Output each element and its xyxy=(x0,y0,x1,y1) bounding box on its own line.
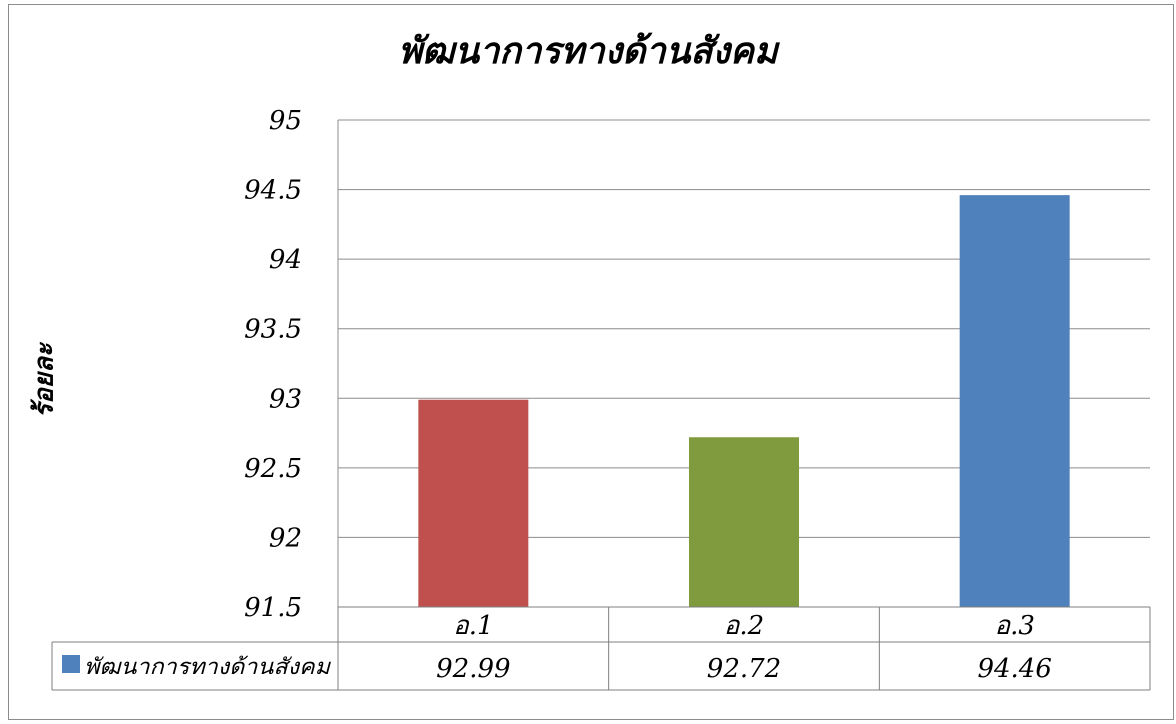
bars xyxy=(418,195,1070,607)
bar xyxy=(959,195,1070,607)
data-value-label: 92.99 xyxy=(436,654,510,684)
category-label: อ.2 xyxy=(724,611,764,641)
y-tick-label: 94.5 xyxy=(244,176,302,206)
bar xyxy=(689,437,799,607)
y-tick-label: 93 xyxy=(269,384,302,414)
legend-series-label: พัฒนาการทางด้านสังคม xyxy=(84,655,332,680)
y-tick-label: 93.5 xyxy=(244,315,302,345)
data-table: อ.1 อ.2 อ.3 92.99 92.72 94.46 พัฒนาการทางด้านส… xyxy=(51,606,1151,691)
category-label: อ.1 xyxy=(453,611,493,641)
data-value-label: 94.46 xyxy=(977,654,1051,684)
y-tick-label: 91.5 xyxy=(244,593,302,623)
y-tick-label: 95 xyxy=(269,106,302,136)
y-tick-label: 94 xyxy=(269,245,302,275)
y-tick-label: 92.5 xyxy=(244,454,302,484)
legend-swatch xyxy=(62,655,80,673)
chart-title: พัฒนาการทางด้านสังคม xyxy=(398,30,778,72)
y-tick-label: 92 xyxy=(269,523,302,553)
category-label: อ.3 xyxy=(994,611,1034,641)
bar xyxy=(418,399,529,607)
y-tick-labels: 91.5 92 92.5 93 93.5 94 94.5 95 xyxy=(244,106,302,623)
data-value-label: 92.72 xyxy=(707,654,781,684)
